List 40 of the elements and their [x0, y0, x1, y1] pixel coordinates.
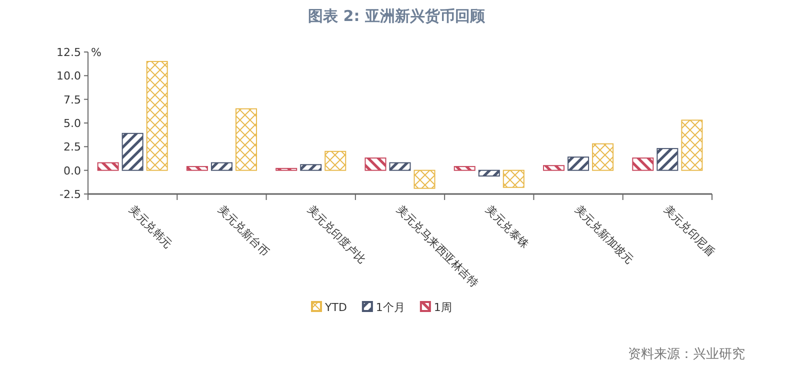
y-tick-label: 5.0 — [64, 117, 81, 130]
bar — [210, 162, 232, 171]
y-axis-title: % — [91, 46, 102, 59]
x-tick-label: 美元兑马来西亚林吉特 — [394, 202, 481, 290]
chart-title: 图表 2: 亚洲新兴货币回顾 — [308, 7, 486, 25]
bar — [122, 132, 144, 171]
bar — [186, 166, 208, 171]
x-tick-label: 美元兑印尼盾 — [661, 202, 718, 259]
bar — [324, 150, 346, 171]
bar — [543, 165, 565, 171]
y-tick-label: 7.5 — [64, 93, 81, 106]
bar — [681, 120, 703, 171]
x-tick-label: 美元兑新加坡元 — [572, 202, 636, 267]
bar — [97, 162, 119, 171]
y-tick-label: 12.5 — [56, 46, 81, 59]
x-tick-label: 美元兑泰铢 — [483, 202, 532, 252]
legend-label: 1周 — [434, 301, 452, 314]
bar — [568, 156, 590, 171]
y-tick-label: 0.0 — [64, 164, 81, 178]
legend-label: 1个月 — [376, 301, 405, 314]
bar — [502, 170, 524, 188]
bar — [656, 148, 678, 171]
bar — [364, 158, 386, 171]
bar — [592, 143, 614, 171]
text: 资料来源：兴业研究 — [628, 347, 745, 362]
x-tick-label: 美元兑印度卢比 — [304, 202, 368, 267]
bar — [454, 166, 476, 171]
bar — [300, 164, 322, 171]
y-tick-label: 10.0 — [56, 70, 81, 83]
legend-label: YTD — [324, 301, 347, 314]
y-tick-label: 2.5 — [64, 140, 81, 154]
x-tick-label: 美元兑新台币 — [216, 202, 272, 259]
bar — [235, 108, 257, 171]
bar — [414, 170, 436, 189]
bar — [146, 60, 168, 171]
y-tick-label: -2.5 — [60, 188, 81, 201]
bar — [478, 170, 500, 177]
bar — [632, 158, 654, 171]
x-tick-label: 美元兑韩元 — [126, 202, 175, 252]
bar — [389, 162, 411, 171]
